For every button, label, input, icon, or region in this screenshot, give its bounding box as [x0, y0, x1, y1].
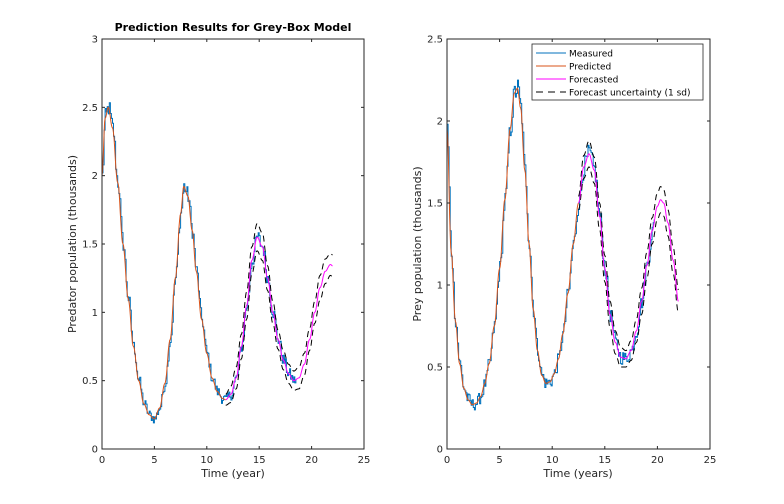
prey-y-tick-label: 2.5 [427, 35, 443, 46]
predator-lines [101, 102, 333, 424]
prey-y-tick-label: 1.5 [427, 199, 443, 210]
prey-lines [446, 79, 679, 411]
predator-y-tick-label: 1 [92, 308, 98, 319]
prey-x-tick-label: 10 [546, 455, 559, 466]
legend-entry-measured: Measured [569, 50, 613, 60]
predator-ticks: 0 5 10 15 20 25 0 0.5 1 1.5 2 2.5 3 [82, 35, 370, 467]
prey-measured-line [447, 79, 655, 411]
predator-x-tick-label: 15 [253, 455, 266, 466]
predator-uncertainty-lower-line [225, 250, 333, 406]
prey-y-tick-label: 1 [437, 281, 443, 292]
prey-plot-area [447, 39, 710, 449]
predator-predicted-line [101, 106, 226, 420]
prey-y-tick-label: 2 [437, 117, 443, 128]
prey-y-tick-label: 0 [437, 445, 443, 456]
prey-axes-box [446, 38, 711, 450]
predator-y-tick-label: 2 [92, 171, 98, 182]
prey-x-tick-label: 0 [444, 455, 450, 466]
prey-x-axis-label: Time (years) [542, 467, 612, 480]
prey-forecasted-line [578, 153, 679, 360]
predator-x-tick-label: 10 [200, 455, 213, 466]
prey-ticks: 0 5 10 15 20 25 0 0.5 1 1.5 2 2.5 [427, 35, 716, 467]
chart-title: Prediction Results for Grey-Box Model [115, 21, 352, 34]
prey-uncertainty-lower-line [578, 166, 679, 368]
predator-x-tick-label: 0 [99, 455, 105, 466]
predator-y-tick-label: 2.5 [82, 103, 98, 114]
prey-predicted-line [446, 87, 579, 406]
predator-y-tick-label: 3 [92, 35, 98, 46]
predator-forecasted-line [225, 236, 333, 401]
prey-y-axis-label: Prey population (thousands) [411, 166, 424, 321]
predator-y-axis-label: Predator population (thousands) [66, 155, 79, 333]
prey-y-tick-label: 0.5 [427, 363, 443, 374]
predator-x-tick-label: 25 [358, 455, 371, 466]
legend-entry-forecasted: Forecasted [569, 76, 618, 86]
legend: Measured Predicted Forecasted Forecast u… [531, 43, 704, 101]
predator-y-tick-label: 0 [92, 445, 98, 456]
predator-y-tick-label: 1.5 [82, 240, 98, 251]
prey-x-tick-label: 15 [598, 455, 611, 466]
prey-x-tick-label: 20 [651, 455, 664, 466]
prey-uncertainty-upper-line [578, 140, 679, 352]
legend-entry-uncertainty: Forecast uncertainty (1 sd) [569, 89, 691, 99]
predator-axes: 0 5 10 15 20 25 0 0.5 1 1.5 2 2.5 3 Prediction Resul… [66, 21, 370, 480]
prey-x-tick-label: 25 [704, 455, 717, 466]
predator-x-tick-label: 20 [305, 455, 318, 466]
legend-entry-predicted: Predicted [569, 63, 611, 73]
prey-axes: 0 5 10 15 20 25 0 0.5 1 1.5 2 2.5 Time (years) Prey… [411, 35, 716, 481]
prey-x-tick-label: 5 [496, 455, 502, 466]
predator-x-axis-label: Time (year) [200, 467, 265, 480]
predator-x-tick-label: 5 [151, 455, 157, 466]
predator-y-tick-label: 0.5 [82, 376, 98, 387]
